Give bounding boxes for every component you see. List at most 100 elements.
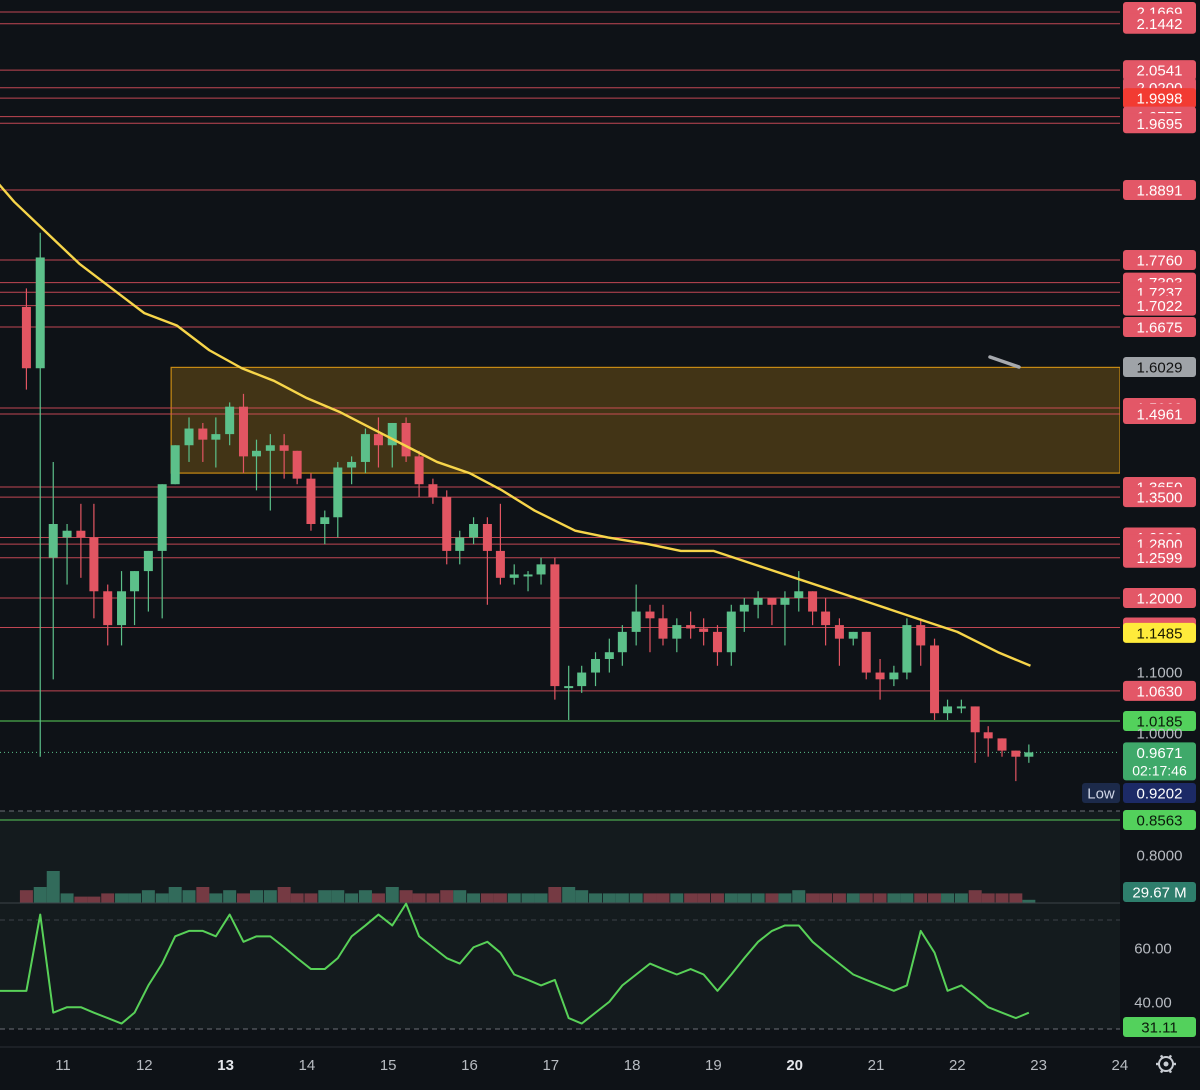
support-level-tag bbox=[1123, 810, 1196, 830]
rsi-line bbox=[0, 902, 1030, 1025]
resistance-level-tag bbox=[1123, 113, 1196, 134]
candle-up bbox=[509, 574, 519, 578]
resistance-level-tag bbox=[1123, 249, 1196, 270]
candle-up bbox=[455, 537, 465, 551]
volume-bar bbox=[331, 890, 345, 903]
volume-bar bbox=[900, 893, 914, 903]
trendline-drawing[interactable] bbox=[988, 355, 1021, 369]
resistance-level-tag bbox=[1123, 180, 1196, 200]
price-tick-label: 1.1000 bbox=[1137, 665, 1183, 682]
low-marker-tag bbox=[1082, 783, 1120, 803]
last-price-label: 0.9671 bbox=[1137, 745, 1183, 762]
low-marker-label: Low bbox=[1087, 786, 1115, 803]
volume-bar bbox=[751, 893, 765, 903]
volume-bar bbox=[954, 893, 968, 903]
volume-bar bbox=[534, 893, 548, 903]
candle-up bbox=[780, 598, 790, 605]
candle-up bbox=[130, 571, 140, 592]
volume-bar bbox=[602, 893, 616, 903]
volume-bar bbox=[493, 893, 507, 903]
low-value-tag bbox=[1123, 783, 1196, 803]
resistance-level-tag bbox=[1123, 547, 1196, 568]
volume-bar bbox=[507, 893, 521, 903]
rsi-tick-label: 40.00 bbox=[1134, 995, 1172, 1012]
time-tick-label: 13 bbox=[217, 1057, 234, 1074]
volume-bar bbox=[412, 893, 426, 903]
candle-down bbox=[821, 611, 831, 626]
volume-bar bbox=[115, 893, 129, 903]
candle-up bbox=[157, 484, 167, 551]
moving-average-layer bbox=[0, 183, 1031, 667]
candle-down bbox=[21, 306, 31, 369]
volume-bar bbox=[656, 893, 670, 903]
candle-down bbox=[238, 406, 248, 457]
volume-bar bbox=[101, 893, 115, 903]
volume-bar bbox=[318, 890, 332, 903]
volume-bar bbox=[995, 893, 1009, 903]
volume-bar bbox=[575, 890, 589, 903]
volume-bar bbox=[629, 893, 643, 903]
candle-up bbox=[360, 434, 370, 462]
bar-countdown-label: 02:17:46 bbox=[1132, 762, 1187, 778]
candle-up bbox=[469, 524, 479, 538]
candle-down bbox=[1011, 750, 1021, 757]
volume-bar bbox=[453, 890, 467, 903]
resistance-level-label: 1.9998 bbox=[1137, 91, 1183, 108]
resistance-level-label: 1.2599 bbox=[1137, 550, 1183, 567]
candle-down bbox=[983, 732, 993, 739]
volume-bar bbox=[710, 893, 724, 903]
price-tick-label: 0.8000 bbox=[1137, 848, 1183, 865]
time-tick-label: 22 bbox=[949, 1057, 966, 1074]
volume-bar bbox=[643, 893, 657, 903]
resistance-level-label: 1.6675 bbox=[1137, 320, 1183, 337]
volume-bar bbox=[562, 887, 576, 903]
ma-value-tag bbox=[1123, 622, 1196, 643]
time-tick-label: 20 bbox=[786, 1057, 803, 1074]
volume-bar bbox=[304, 893, 318, 903]
volume-bar bbox=[480, 893, 494, 903]
volume-bar bbox=[615, 893, 629, 903]
candle-up bbox=[225, 406, 235, 435]
candle-down bbox=[861, 631, 871, 673]
candle-down bbox=[103, 591, 113, 626]
candle-down bbox=[401, 422, 411, 457]
time-tick-label: 17 bbox=[542, 1057, 559, 1074]
candle-down bbox=[997, 738, 1007, 751]
candle-up bbox=[672, 625, 682, 639]
volume-bar bbox=[832, 893, 846, 903]
resistance-level-tag bbox=[1123, 404, 1196, 425]
volume-value-tag bbox=[1123, 882, 1196, 902]
volume-bar bbox=[941, 893, 955, 903]
candle-down bbox=[658, 618, 668, 639]
volume-bar bbox=[873, 893, 887, 903]
volume-bar bbox=[74, 896, 88, 903]
volume-bar bbox=[887, 893, 901, 903]
volume-bar bbox=[399, 890, 413, 903]
volume-bar bbox=[765, 893, 779, 903]
candle-down bbox=[198, 428, 208, 440]
volume-bar bbox=[60, 893, 74, 903]
candle-up bbox=[523, 574, 533, 577]
candle-down bbox=[550, 564, 560, 687]
volume-bar bbox=[196, 887, 210, 903]
gear-icon[interactable] bbox=[1156, 1054, 1176, 1074]
candle-down bbox=[373, 434, 383, 446]
volume-bar bbox=[168, 887, 182, 903]
candle-up bbox=[48, 524, 58, 558]
rsi-pane bbox=[0, 810, 1120, 1030]
volume-bar bbox=[737, 893, 751, 903]
volume-bar bbox=[426, 893, 440, 903]
volume-bar bbox=[87, 896, 101, 903]
volume-bar bbox=[19, 890, 33, 903]
resistance-level-tag bbox=[1123, 588, 1196, 608]
candle-down bbox=[306, 478, 316, 524]
candle-up bbox=[117, 591, 127, 626]
candle-down bbox=[916, 625, 926, 646]
candle-down bbox=[970, 706, 980, 733]
candle-down bbox=[808, 591, 818, 612]
time-tick-label: 16 bbox=[461, 1057, 478, 1074]
resistance-level-label: 2.1442 bbox=[1137, 16, 1183, 33]
